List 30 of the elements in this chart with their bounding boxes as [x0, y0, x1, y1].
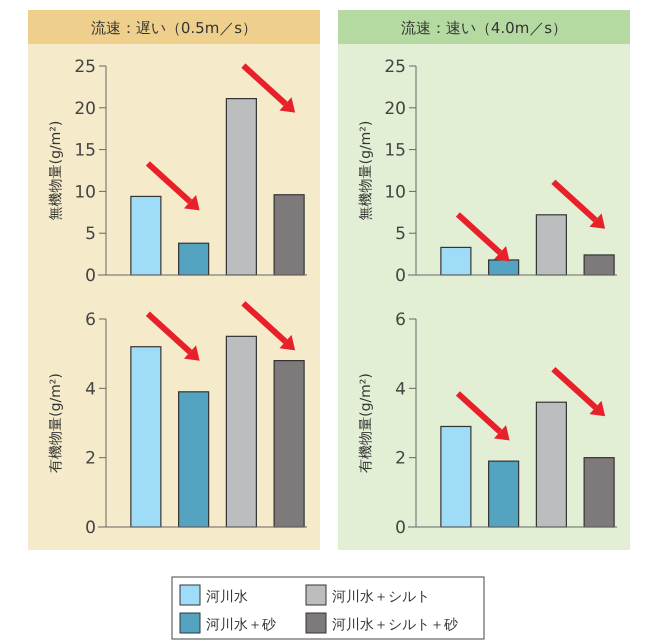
- y-tick-label: 4: [395, 379, 406, 400]
- y-axis-title: 無機物量(g/m²): [358, 120, 374, 220]
- y-axis-title: 無機物量(g/m²): [48, 120, 64, 220]
- y-tick-label: 2: [85, 448, 96, 469]
- y-tick-label: 5: [395, 224, 406, 244]
- y-tick-label: 15: [384, 140, 406, 161]
- y-axis-title: 有機物量(g/m²): [48, 373, 64, 473]
- y-tick-label: 4: [85, 379, 96, 400]
- legend-label: 河川水＋シルト: [332, 589, 430, 605]
- y-tick-label: 15: [74, 140, 96, 161]
- y-tick-label: 0: [85, 518, 96, 538]
- legend-label: 河川水: [206, 589, 248, 605]
- y-tick-label: 0: [85, 266, 96, 286]
- y-tick-label: 6: [85, 310, 96, 330]
- y-tick-label: 0: [395, 518, 406, 538]
- y-tick-label: 20: [74, 98, 96, 119]
- legend-label: 河川水＋シルト＋砂: [332, 617, 458, 633]
- y-tick-label: 25: [74, 57, 96, 77]
- y-tick-label: 0: [395, 266, 406, 286]
- chart-title: 流速：遅い（0.5m／s）: [90, 19, 258, 37]
- y-tick-label: 5: [85, 224, 96, 244]
- y-tick-label: 20: [384, 98, 406, 119]
- y-tick-label: 10: [74, 182, 96, 202]
- y-tick-label: 10: [384, 182, 406, 202]
- y-axis-title: 有機物量(g/m²): [358, 373, 374, 473]
- y-tick-label: 6: [395, 310, 406, 330]
- y-tick-label: 2: [395, 448, 406, 469]
- legend-label: 河川水＋砂: [206, 617, 276, 633]
- chart-title: 流速：速い（4.0m／s）: [400, 19, 568, 37]
- y-tick-label: 25: [384, 57, 406, 77]
